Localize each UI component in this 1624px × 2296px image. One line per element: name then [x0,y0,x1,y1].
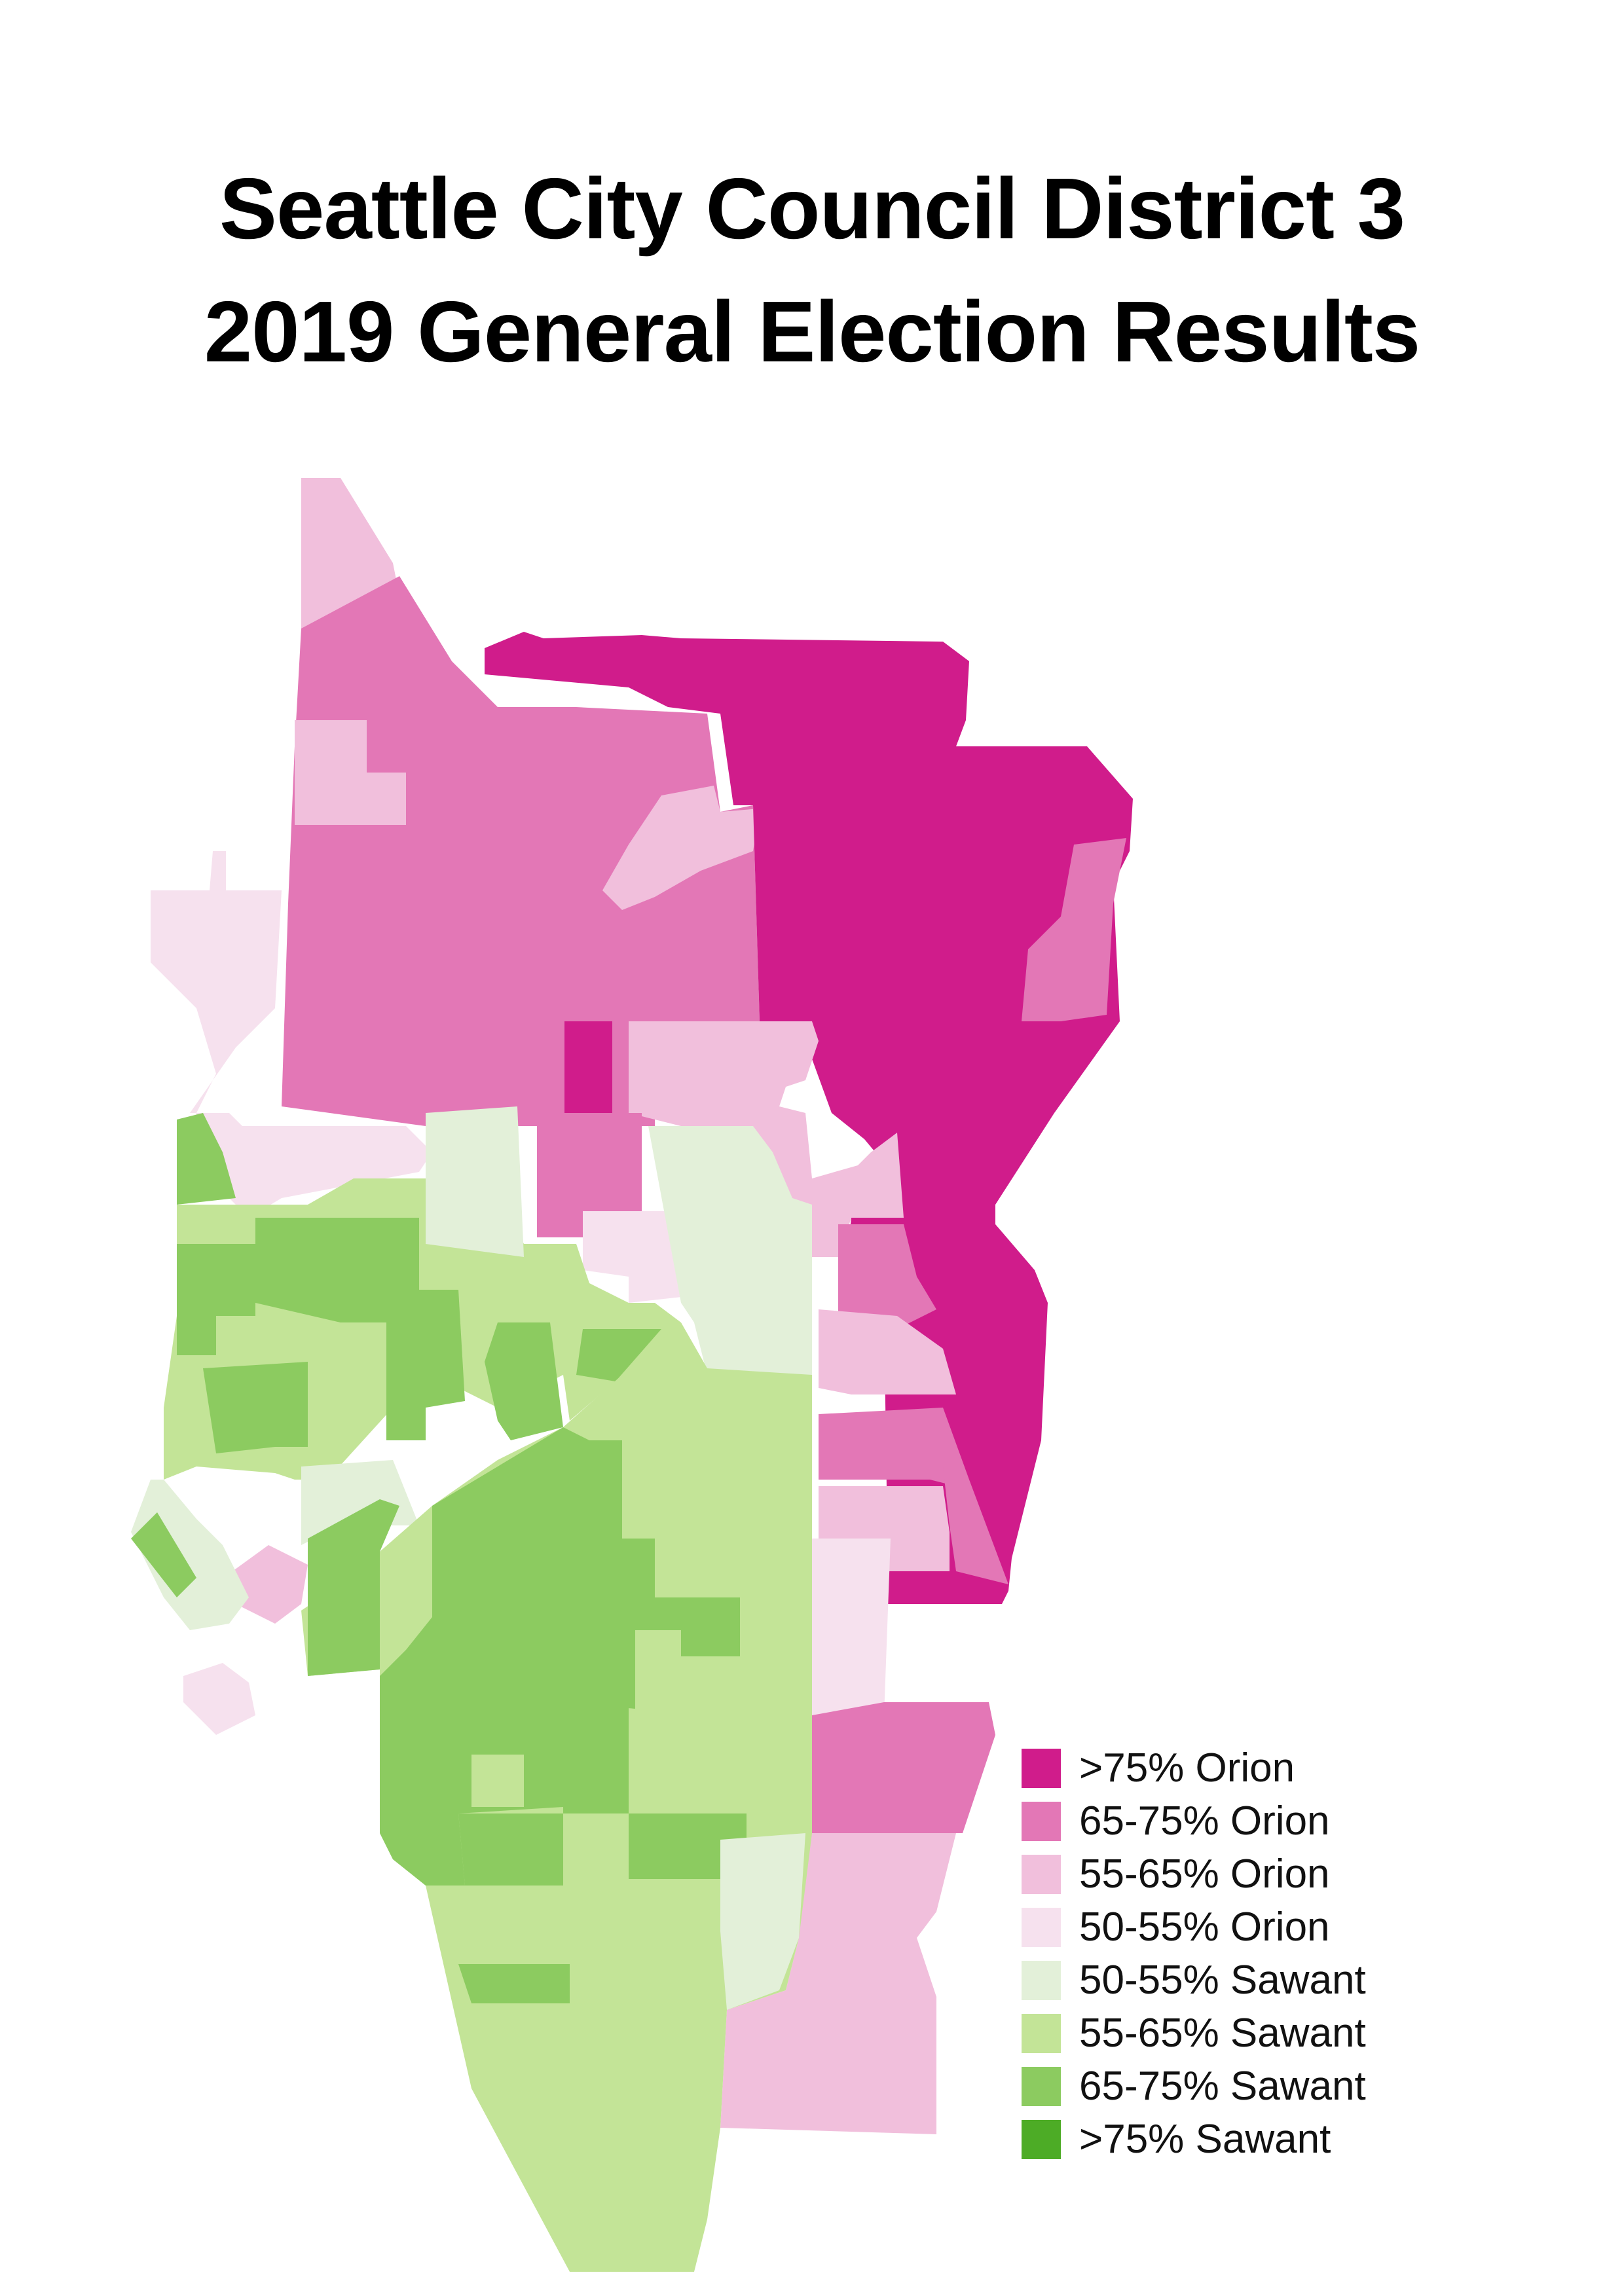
precinct [576,1329,661,1381]
legend-swatch [1022,1907,1061,1947]
title-line-2: 2019 General Election Results [204,283,1421,380]
precinct [563,1702,629,1813]
precinct [819,1486,950,1571]
legend-swatch [1022,2119,1061,2159]
legend-item-sawant-75plus: >75% Sawant [1022,2113,1366,2166]
precinct [602,786,760,910]
legend-label: >75% Orion [1079,1745,1295,1791]
precinct [537,1113,642,1237]
precinct [380,1427,655,1886]
precinct [426,1106,524,1257]
title-line-1: Seattle City Council District 3 [219,160,1405,257]
precinct [232,1545,308,1624]
legend-label: >75% Sawant [1079,2117,1331,2162]
legend-label: 65-75% Orion [1079,1798,1330,1844]
precinct [255,1218,419,1322]
precinct [1022,838,1126,1021]
precinct [564,1021,612,1113]
precinct [812,1539,891,1715]
precinct [131,1512,196,1597]
precinct [648,1126,812,1375]
legend-swatch [1022,1960,1061,2000]
precinct [295,720,406,825]
legend-label: 50-55% Sawant [1079,1958,1366,2003]
legend-swatch [1022,2013,1061,2053]
legend-item-orion-65-75: 65-75% Orion [1022,1795,1366,1848]
precinct [131,1480,249,1630]
legend-label: 55-65% Orion [1079,1851,1330,1897]
precinct [183,1663,255,1735]
precinct [583,1211,688,1303]
legend-swatch [1022,1748,1061,1788]
precinct [471,1755,524,1807]
legend-swatch [1022,2066,1061,2106]
precinct [386,1290,465,1440]
precinct [629,1813,747,1879]
precinct [819,1408,969,1486]
precinct [943,1467,1008,1584]
precinct [635,1597,740,1656]
legend-swatch [1022,1801,1061,1841]
legend-item-sawant-55-65: 55-65% Sawant [1022,2007,1366,2060]
precinct [629,1021,904,1257]
precinct [177,1113,236,1205]
legend-label: 65-75% Sawant [1079,2064,1366,2109]
precinct [720,1833,805,2010]
map-title: Seattle City Council District 3 2019 Gen… [0,147,1624,393]
precinct [151,851,432,1218]
legend-item-sawant-65-75: 65-75% Sawant [1022,2060,1366,2113]
legend-swatch [1022,1854,1061,1894]
map-legend: >75% Orion 65-75% Orion 55-65% Orion 50-… [1022,1741,1366,2166]
precinct [805,1702,995,1833]
legend-label: 50-55% Orion [1079,1904,1330,1950]
legend-label: 55-65% Sawant [1079,2011,1366,2056]
precinct [720,1833,956,2134]
precinct [819,1309,956,1394]
precinct [203,1362,308,1453]
legend-item-orion-50-55: 50-55% Orion [1022,1901,1366,1954]
legend-item-orion-55-65: 55-65% Orion [1022,1848,1366,1901]
precinct [485,632,1133,1604]
legend-item-orion-75plus: >75% Orion [1022,1741,1366,1795]
precinct [458,1964,570,2003]
precinct [838,1224,936,1329]
precinct [458,1813,563,1886]
precinct [485,1322,563,1440]
precinct [177,1244,255,1355]
legend-item-sawant-50-55: 50-55% Sawant [1022,1954,1366,2007]
precinct [282,576,760,1126]
precinct [308,1499,399,1676]
